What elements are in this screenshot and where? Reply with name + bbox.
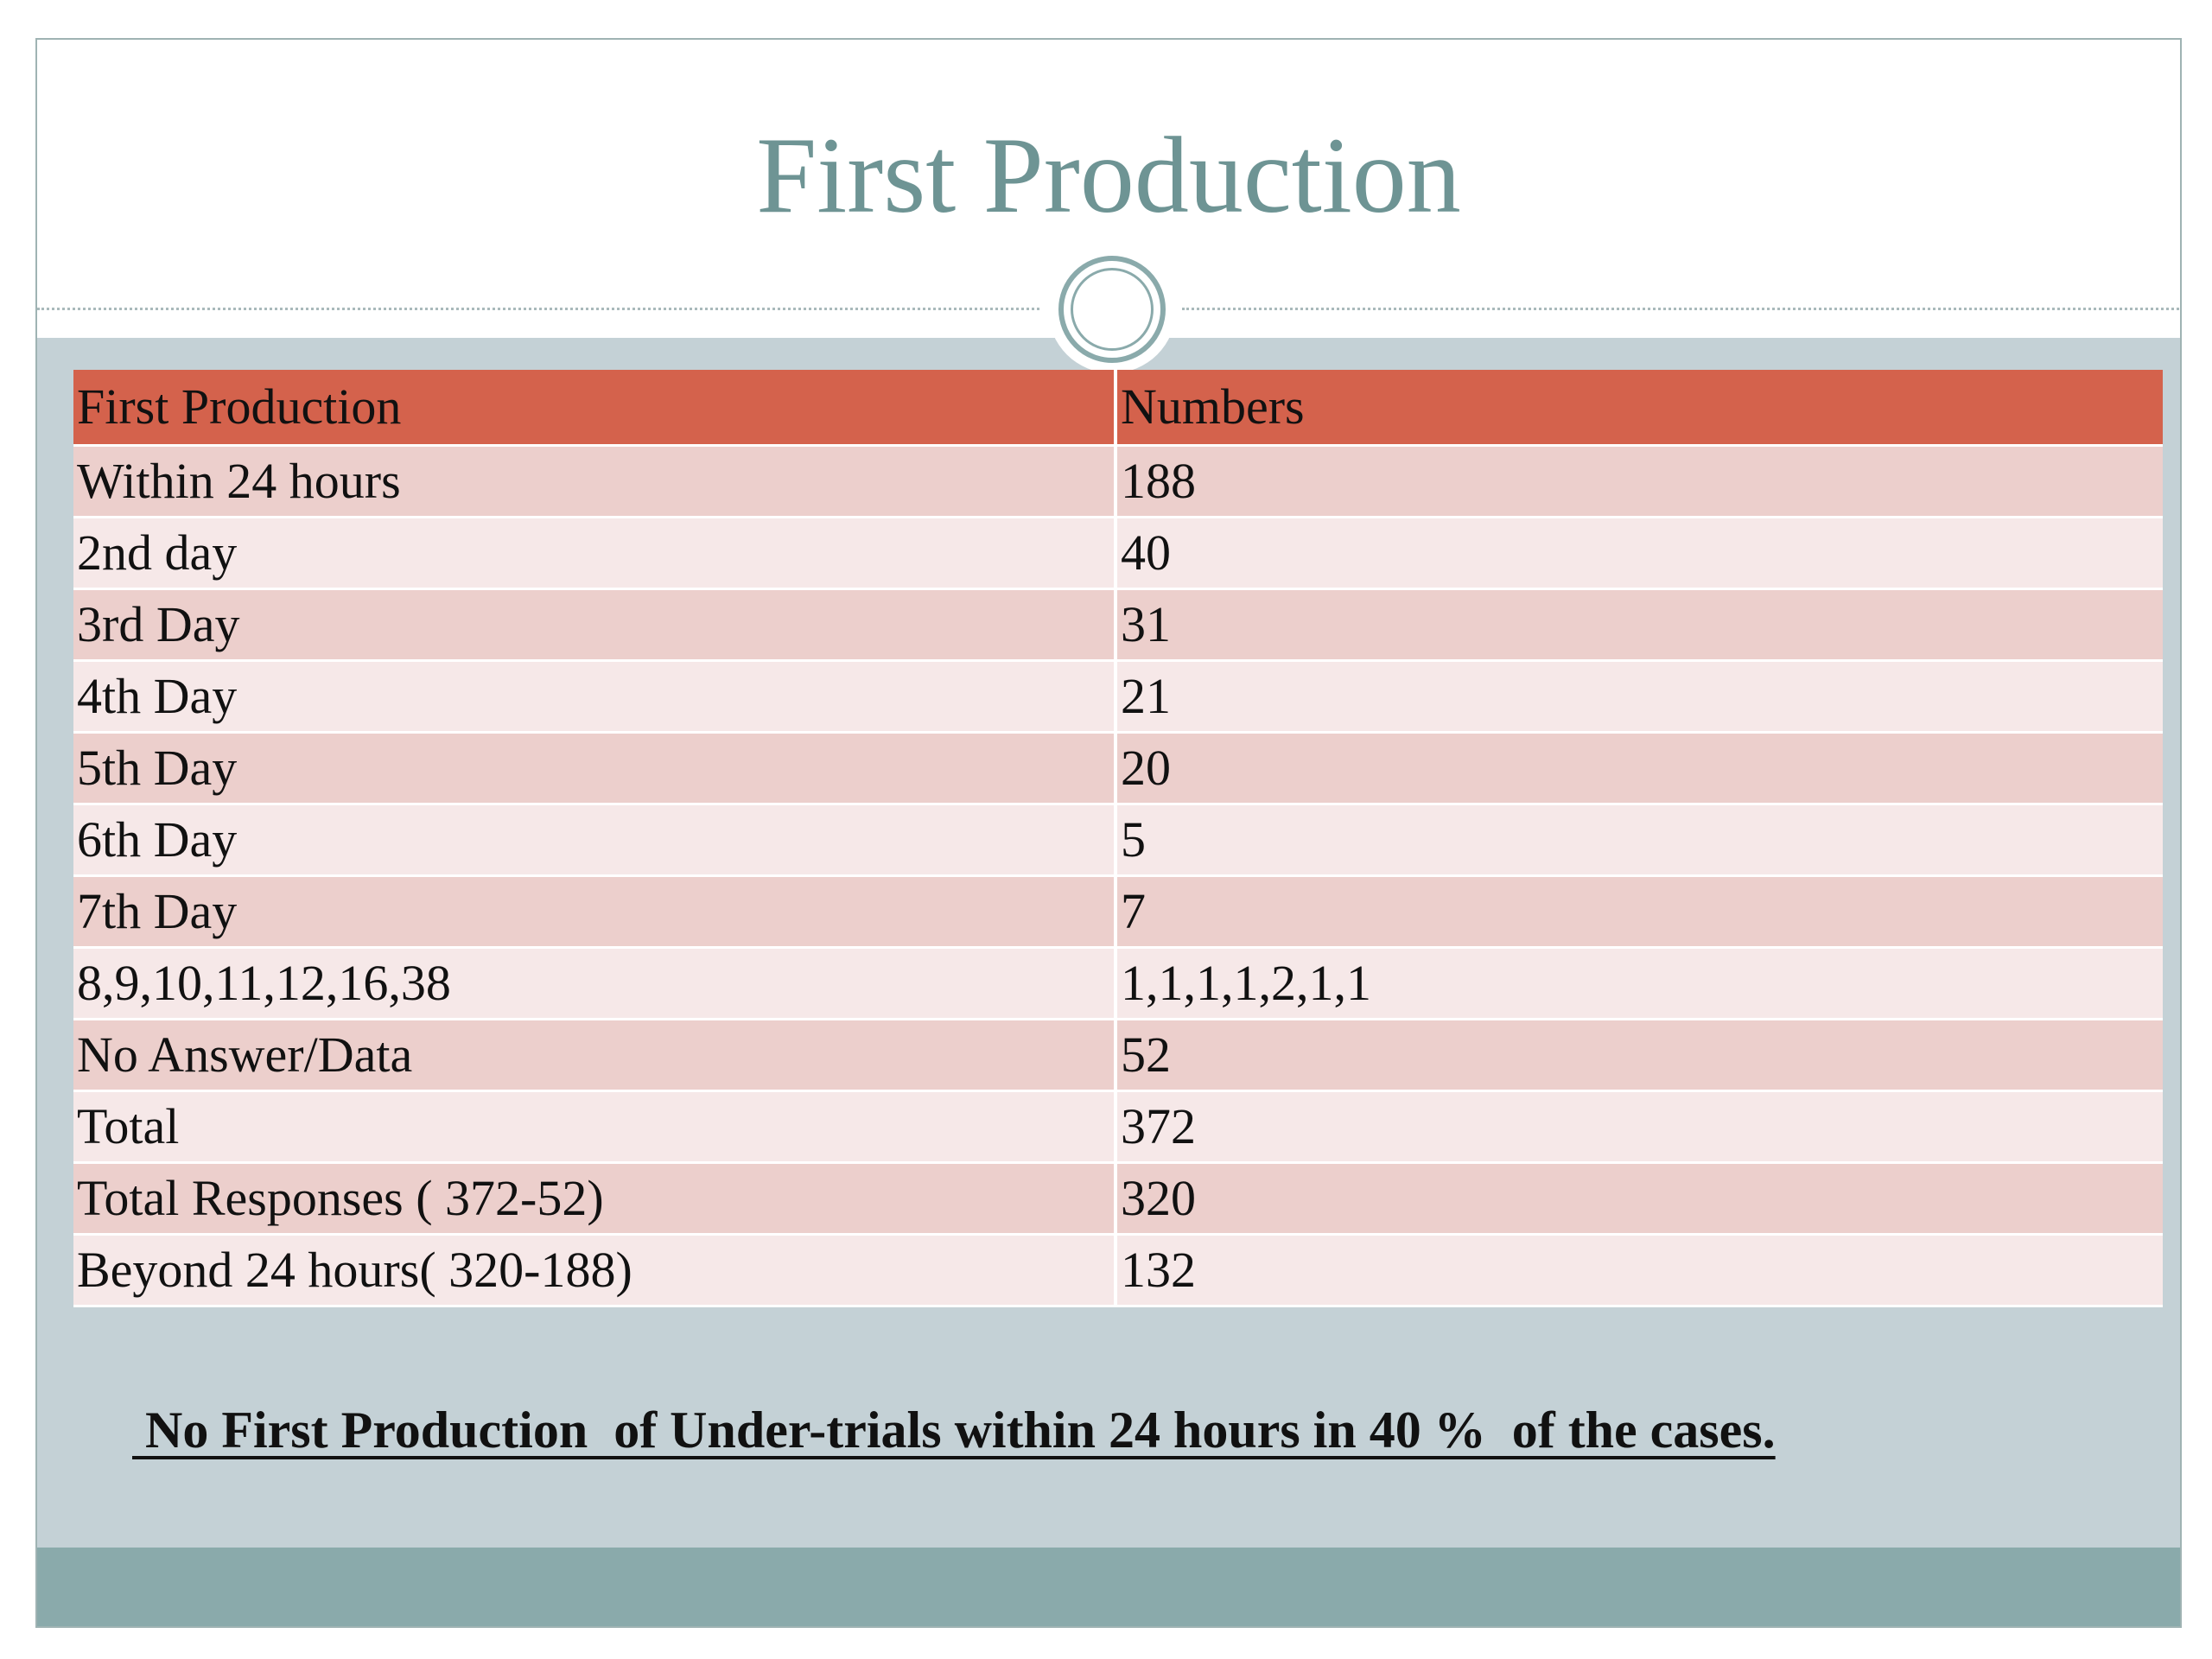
row-value: 20	[1117, 734, 2163, 805]
slide: First Production First Production Number…	[35, 38, 2182, 1628]
header-first-production: First Production	[73, 370, 1117, 447]
title-divider-right	[1182, 308, 2180, 310]
row-label: 7th Day	[73, 877, 1117, 949]
table-row: No Answer/Data 52	[73, 1020, 2163, 1092]
row-label: Total	[73, 1092, 1117, 1164]
row-label: Beyond 24 hours( 320-188)	[73, 1236, 1117, 1307]
row-value: 52	[1117, 1020, 2163, 1092]
table-row: 8,9,10,11,12,16,38 1,1,1,1,2,1,1	[73, 949, 2163, 1020]
table-row: 4th Day 21	[73, 662, 2163, 734]
row-label: Within 24 hours	[73, 447, 1117, 518]
row-value: 21	[1117, 662, 2163, 734]
header-numbers: Numbers	[1117, 370, 2163, 447]
row-label: 6th Day	[73, 805, 1117, 877]
row-value: 40	[1117, 518, 2163, 590]
circle-ornament-inner	[1071, 268, 1154, 351]
footer-band	[37, 1548, 2180, 1626]
title-divider-left	[37, 308, 1039, 310]
table-row: Within 24 hours 188	[73, 447, 2163, 518]
row-value: 5	[1117, 805, 2163, 877]
row-label: 2nd day	[73, 518, 1117, 590]
row-label: No Answer/Data	[73, 1020, 1117, 1092]
row-value: 188	[1117, 447, 2163, 518]
row-label: 5th Day	[73, 734, 1117, 805]
row-value: 132	[1117, 1236, 2163, 1307]
row-value: 1,1,1,1,2,1,1	[1117, 949, 2163, 1020]
table-row: Beyond 24 hours( 320-188) 132	[73, 1236, 2163, 1307]
table-header-row: First Production Numbers	[73, 370, 2163, 447]
table-row: 6th Day 5	[73, 805, 2163, 877]
table-row-total: Total 372	[73, 1092, 2163, 1164]
row-label: Total Responses ( 372-52)	[73, 1164, 1117, 1236]
table-row: Total Responses ( 372-52) 320	[73, 1164, 2163, 1236]
row-label: 8,9,10,11,12,16,38	[73, 949, 1117, 1020]
row-value-total: 372	[1117, 1092, 2163, 1164]
row-value: 320	[1117, 1164, 2163, 1236]
table-row: 2nd day 40	[73, 518, 2163, 590]
row-label: 4th Day	[73, 662, 1117, 734]
row-value: 31	[1117, 590, 2163, 662]
conclusion-note: No First Production of Under-trials with…	[132, 1402, 1776, 1459]
table-row: 3rd Day 31	[73, 590, 2163, 662]
slide-title: First Production	[756, 116, 1461, 236]
circle-ornament-icon	[1058, 256, 1166, 363]
table-row: 5th Day 20	[73, 734, 2163, 805]
first-production-table: First Production Numbers Within 24 hours…	[73, 370, 2163, 1307]
row-label: 3rd Day	[73, 590, 1117, 662]
row-value: 7	[1117, 877, 2163, 949]
table-row: 7th Day 7	[73, 877, 2163, 949]
